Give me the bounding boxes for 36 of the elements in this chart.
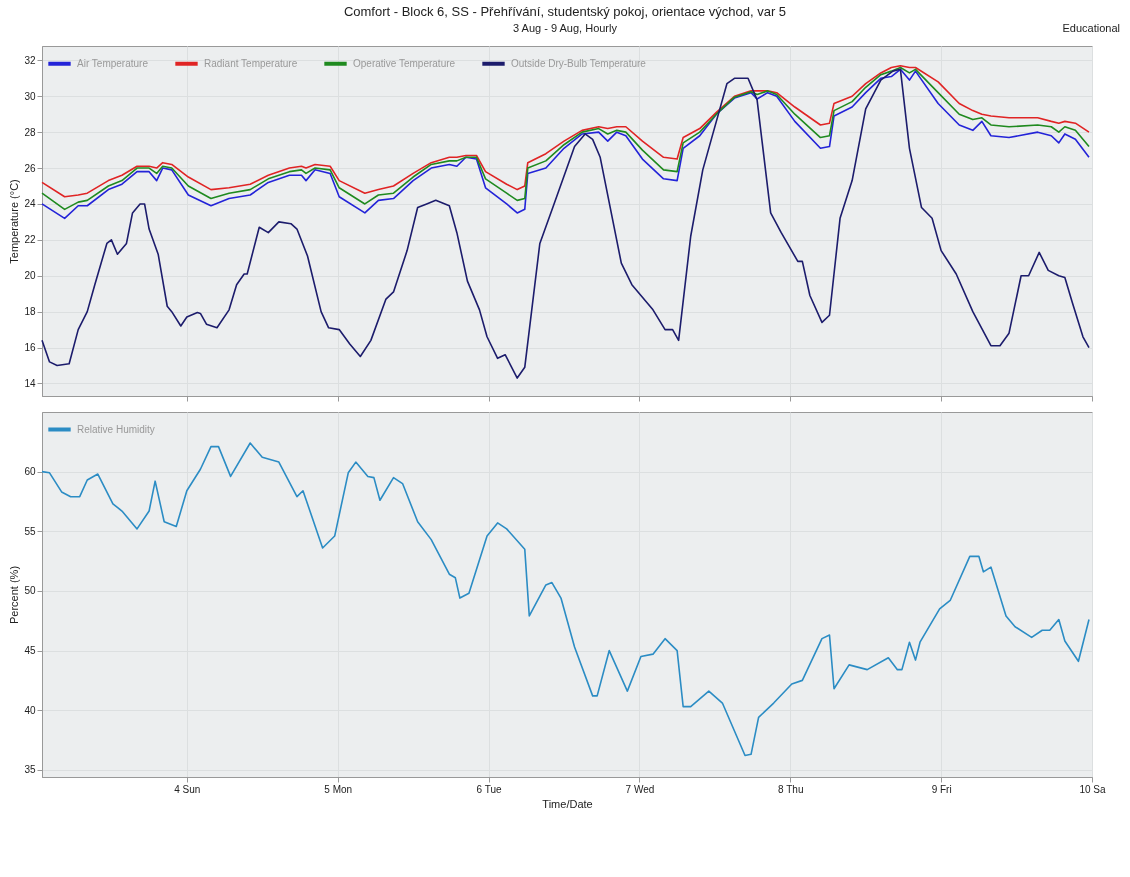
chart-subtitle: 3 Aug - 9 Aug, Hourly [513, 22, 617, 34]
y-tick-label: 28 [24, 126, 36, 138]
y-tick-label: 16 [24, 342, 36, 354]
y-tick-label: 22 [24, 234, 36, 246]
x-tick-label: 7 Wed [625, 783, 655, 795]
y-tick-label: 26 [24, 162, 36, 174]
line-series [41, 68, 1090, 379]
x-axis-title: Time/Date [542, 797, 593, 810]
y-tick-label: 50 [24, 585, 36, 597]
y-tick-label: 45 [24, 645, 36, 657]
y-axis-title: Percent (%) [8, 565, 21, 625]
y-tick-label: 24 [24, 198, 36, 210]
y-tick-label: 14 [24, 377, 36, 389]
legend-label: Operative Temperature [353, 57, 456, 69]
y-tick-label: 18 [24, 306, 36, 318]
y-tick-label: 40 [24, 704, 36, 716]
legend-label: Outside Dry-Bulb Temperature [511, 57, 647, 69]
x-tick-label: 4 Sun [174, 783, 201, 795]
line-series [41, 442, 1090, 757]
x-tick-label: 6 Tue [476, 783, 502, 795]
legend-label: Relative Humidity [77, 423, 155, 435]
x-tick-label: 9 Fri [931, 783, 952, 795]
x-tick-label: 8 Thu [778, 783, 804, 795]
y-axis-title: Temperature (°C) [8, 179, 21, 264]
y-tick-label: 32 [24, 54, 36, 66]
y-tick-label: 30 [24, 90, 36, 102]
chart-title: Comfort - Block 6, SS - Přehřívání, studentský pokoj, orientace východ, var 5 [342, 4, 788, 19]
y-tick-label: 35 [24, 764, 36, 776]
y-tick-label: 55 [24, 525, 36, 537]
legend-label: Radiant Temperature [204, 57, 298, 69]
y-tick-label: 60 [24, 466, 36, 478]
y-tick-label: 20 [24, 270, 36, 282]
text: Educational [1062, 22, 1120, 34]
legend-label: Air Temperature [77, 57, 149, 69]
x-tick-label: 5 Mon [324, 783, 353, 795]
x-tick-label: 10 Sa [1079, 783, 1106, 795]
